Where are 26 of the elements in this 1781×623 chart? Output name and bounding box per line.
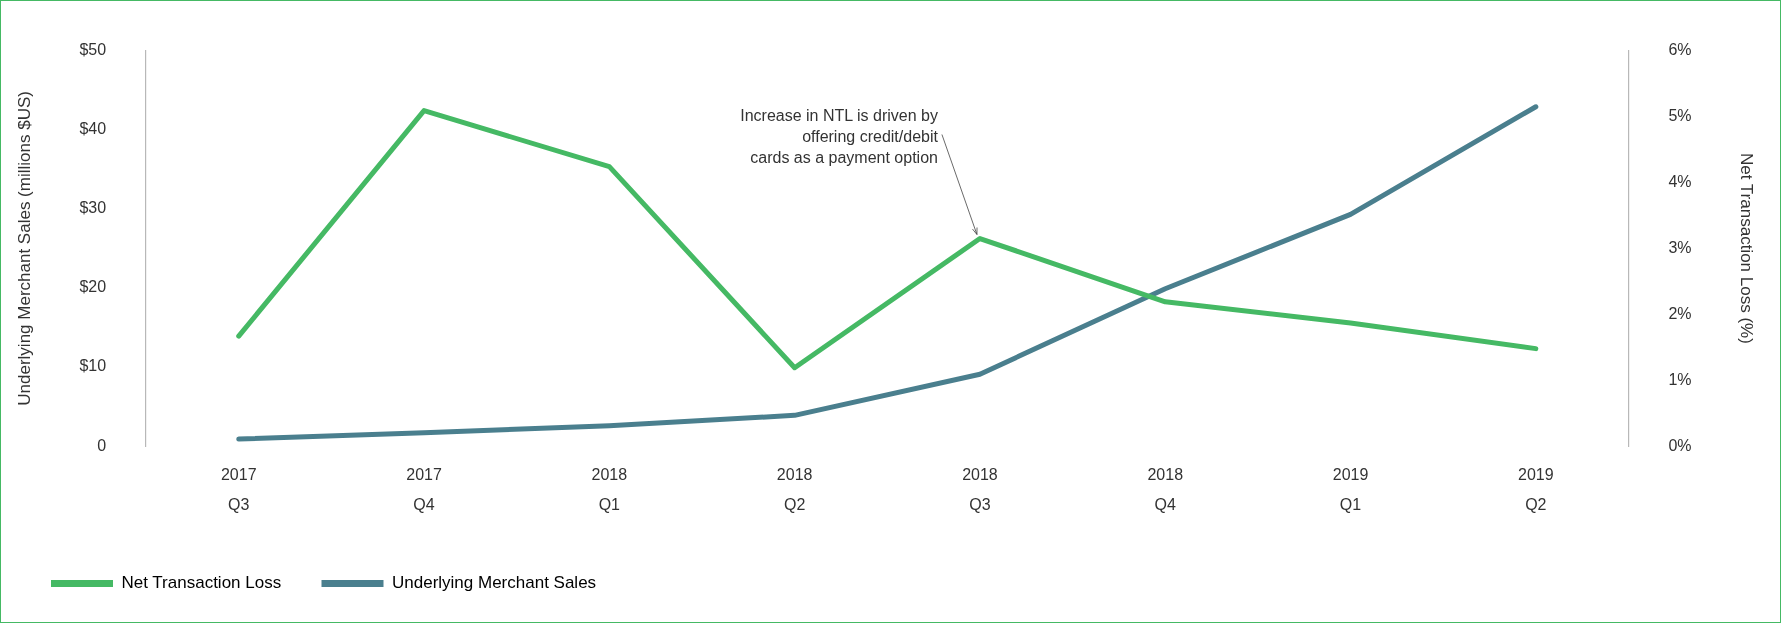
y2-tick-label: 2% — [1668, 304, 1692, 322]
y-tick-label: $50 — [79, 41, 107, 59]
y-tick-label: 0 — [97, 436, 107, 454]
x-tick-label: 2018 Q4 — [1147, 465, 1184, 514]
y-tick-label: $20 — [79, 278, 107, 296]
x-tick-label: 2017 Q3 — [220, 465, 257, 514]
legend-label: Net Transaction Loss — [121, 573, 282, 593]
y2-tick-label: 0% — [1668, 436, 1692, 454]
y2-tick-label: 5% — [1668, 106, 1692, 124]
x-tick-label: 2018 Q2 — [776, 465, 813, 514]
x-tick-label: 2017 Q4 — [406, 465, 442, 514]
x-tick-label: 2019 Q2 — [1518, 465, 1554, 514]
y-tick-label: $30 — [79, 199, 107, 217]
y2-tick-label: 3% — [1668, 238, 1692, 256]
x-tick-label: 2018 Q1 — [591, 465, 628, 514]
annotation: Increase in NTL is driven by offering credit/debit cards as a payment option — [740, 106, 939, 166]
y2-tick-label: 4% — [1668, 172, 1692, 190]
x-tick-label: 2019 Q1 — [1332, 465, 1369, 514]
y-tick-label: $10 — [79, 357, 107, 375]
y2-tick-label: 6% — [1668, 41, 1692, 59]
y2-axis-title: Net Transaction Loss (%) — [1737, 152, 1757, 344]
y2-tick-label: 1% — [1668, 370, 1692, 388]
y-axis-title: Underlying Merchant Sales (millions $US) — [14, 91, 34, 406]
x-tick-label: 2018 Q3 — [962, 465, 998, 514]
y-tick-label: $40 — [79, 120, 107, 138]
legend-label: Underlying Merchant Sales — [392, 573, 597, 593]
